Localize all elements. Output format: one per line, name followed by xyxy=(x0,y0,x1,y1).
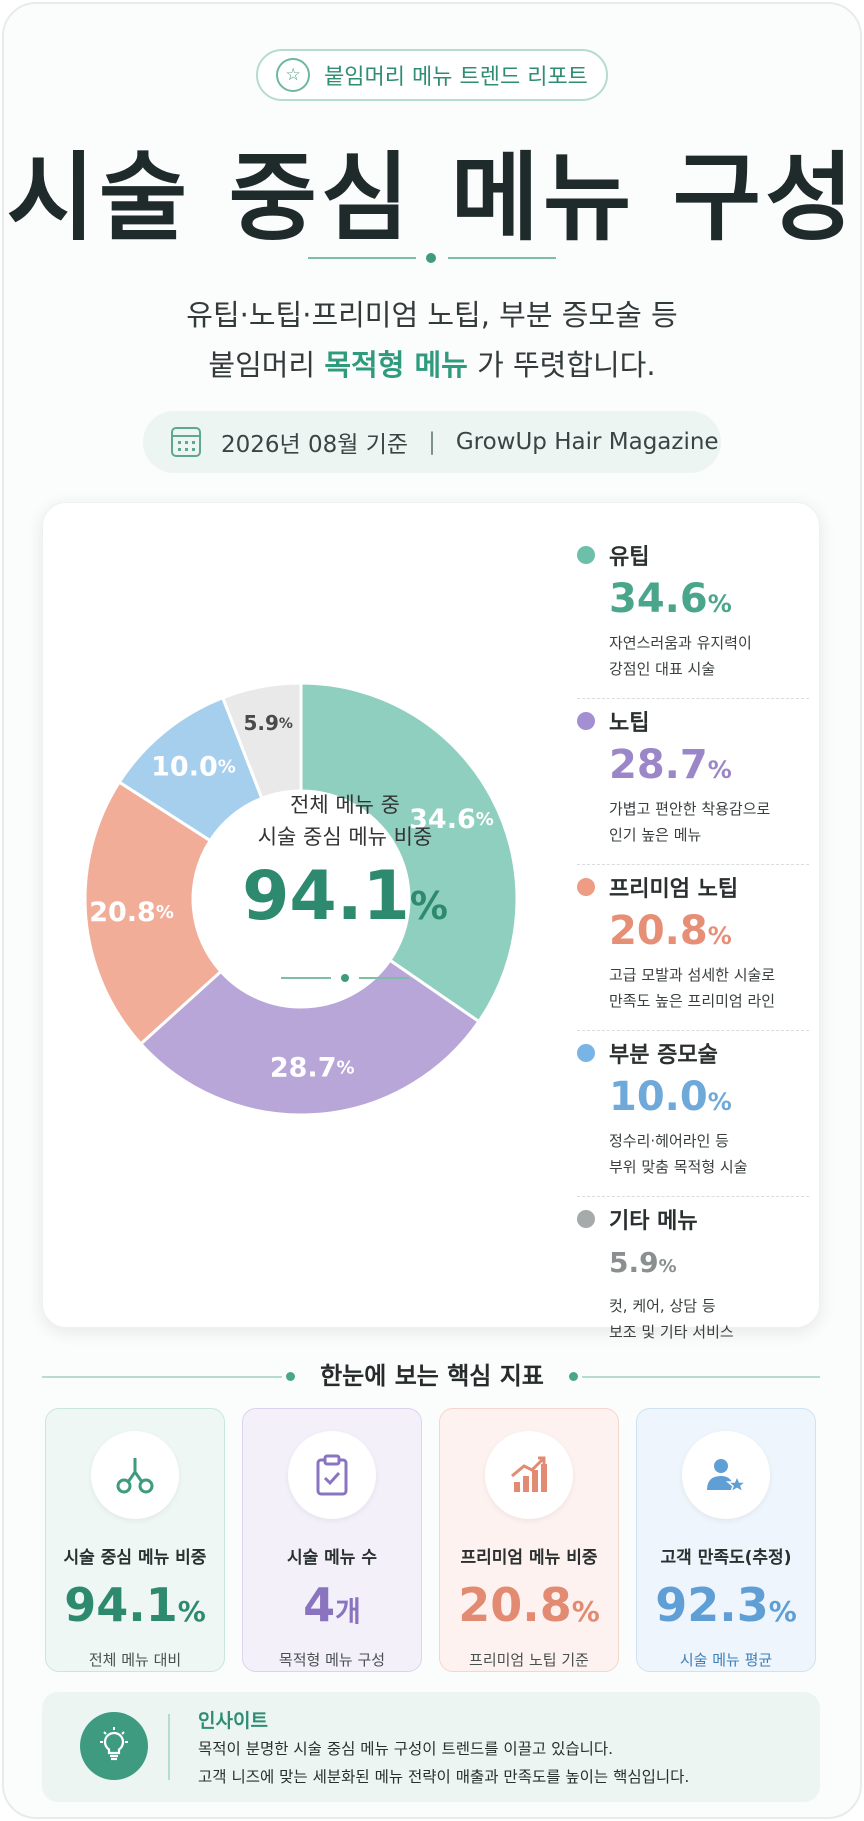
star-icon: ☆ xyxy=(276,58,311,92)
legend-item: 노팁 28.7% 가볍고 편안한 착용감으로 인기 높은 메뉴 xyxy=(577,699,809,865)
pie-slice xyxy=(138,958,481,1117)
metric-card: 시술 중심 메뉴 비중 94.1% 전체 메뉴 대비 xyxy=(45,1408,225,1672)
center-value-unit: % xyxy=(409,884,448,928)
metric-subtext: 시술 메뉴 평균 xyxy=(679,1651,773,1669)
legend-description: 컷, 케어, 상담 등 보조 및 기타 서비스 xyxy=(609,1297,734,1341)
slice-label: 10.0% xyxy=(151,751,236,782)
insight-line-2: 고객 니즈에 맞는 세분화된 메뉴 전략이 매출과 만족도를 높이는 핵심입니다… xyxy=(198,1768,690,1786)
clipboard-check-icon xyxy=(288,1431,376,1519)
legend-item: 기타 메뉴 5.9% 컷, 케어, 상담 등 보조 및 기타 서비스 xyxy=(577,1197,809,1363)
legend-value: 34.6% xyxy=(609,576,732,622)
legend-label: 유팁 xyxy=(609,545,650,570)
metric-value: 20.8% xyxy=(458,1578,600,1632)
metric-card: 프리미엄 메뉴 비중 20.8% 프리미엄 노팁 기준 xyxy=(439,1408,619,1672)
legend-description: 고급 모발과 섬세한 시술로 만족도 높은 프리미엄 라인 xyxy=(609,966,776,1010)
legend-color-dot xyxy=(577,1044,595,1062)
report-date: 2026년 08월 기준 xyxy=(221,432,409,458)
legend-item: 프리미엄 노팁 20.8% 고급 모발과 섬세한 시술로 만족도 높은 프리미엄 라인 xyxy=(577,865,809,1031)
section-line-right xyxy=(582,1376,820,1378)
donut-center: 전체 메뉴 중 시술 중심 메뉴 비중 94.1% xyxy=(223,789,467,982)
date-source-pill: 2026년 08월 기준 | GrowUp Hair Magazine xyxy=(143,411,721,473)
legend-color-dot xyxy=(577,546,595,564)
metric-label: 고객 만족도(추정) xyxy=(660,1548,792,1568)
section-line-left xyxy=(42,1376,282,1378)
legend-label: 노팁 xyxy=(609,711,650,736)
legend-description: 가볍고 편안한 착용감으로 인기 높은 메뉴 xyxy=(609,800,771,844)
metric-value: 4개 xyxy=(303,1578,361,1632)
legend-head: 노팁 xyxy=(577,703,809,739)
insight-box: 인사이트 목적이 분명한 시술 중심 메뉴 구성이 트렌드를 이끌고 있습니다.… xyxy=(42,1692,820,1802)
legend-head: 유팁 xyxy=(577,537,809,573)
donut-chart: 34.6% 28.7% 20.8% 10.0% 5.9% xyxy=(83,681,519,1117)
legend-value: 10.0% xyxy=(609,1074,732,1120)
title-divider xyxy=(308,250,556,266)
legend-label: 프리미엄 노팁 xyxy=(609,877,739,902)
metric-label: 프리미엄 메뉴 비중 xyxy=(460,1548,598,1568)
insight-title: 인사이트 xyxy=(198,1710,268,1732)
center-value: 94.1% xyxy=(223,857,467,946)
user-star-icon xyxy=(682,1431,770,1519)
section-dot-right xyxy=(569,1372,578,1381)
metric-label: 시술 중심 메뉴 비중 xyxy=(63,1548,207,1568)
legend-color-dot xyxy=(577,878,595,896)
metric-value: 92.3% xyxy=(655,1578,797,1632)
center-value-number: 94.1 xyxy=(242,857,410,936)
subtitle-highlight: 목적형 메뉴 xyxy=(324,348,468,382)
section-dot-left xyxy=(286,1372,295,1381)
subtitle: 유팁·노팁·프리미엄 노팁, 부분 증모술 등 붙임머리 목적형 메뉴 가 뚜렷… xyxy=(0,290,864,390)
growth-chart-icon xyxy=(485,1431,573,1519)
report-badge-label: 붙임머리 메뉴 트렌드 리포트 xyxy=(324,65,588,90)
slice-label: 28.7% xyxy=(270,1052,355,1083)
metric-subtext: 목적형 메뉴 구성 xyxy=(278,1651,386,1669)
subtitle-line-2-post: 가 뚜렷합니다. xyxy=(477,348,656,382)
subtitle-line-2-pre: 붙임머리 xyxy=(208,348,325,382)
legend-color-dot xyxy=(577,712,595,730)
subtitle-line-1: 유팁·노팁·프리미엄 노팁, 부분 증모술 등 xyxy=(186,298,678,332)
subtitle-line-2: 붙임머리 목적형 메뉴 가 뚜렷합니다. xyxy=(0,340,864,390)
center-divider xyxy=(281,973,409,983)
legend-description: 자연스러움과 유지력이 강점인 대표 시술 xyxy=(609,634,752,678)
pie-slice xyxy=(299,681,519,1024)
center-label-2: 시술 중심 메뉴 비중 xyxy=(257,825,433,849)
lightbulb-icon xyxy=(80,1712,148,1780)
calendar-icon xyxy=(171,427,201,457)
metric-subtext: 프리미엄 노팁 기준 xyxy=(469,1651,589,1669)
legend-label: 부분 증모술 xyxy=(609,1043,718,1068)
donut-hole xyxy=(195,793,407,1005)
legend-description: 정수리·헤어라인 등 부위 맞춤 목적형 시술 xyxy=(609,1132,748,1176)
legend-head: 프리미엄 노팁 xyxy=(577,869,809,905)
slice-label: 20.8% xyxy=(89,896,174,927)
legend-head: 부분 증모술 xyxy=(577,1035,809,1071)
legend-item: 유팁 34.6% 자연스러움과 유지력이 강점인 대표 시술 xyxy=(577,533,809,699)
chart-card: 34.6% 28.7% 20.8% 10.0% 5.9% 전체 메뉴 중 시술 중심 메… xyxy=(42,502,820,1341)
center-label-1: 전체 메뉴 중 xyxy=(290,793,400,817)
legend-value: 5.9% xyxy=(609,1246,677,1279)
slice-label: 34.6% xyxy=(409,803,494,834)
legend-color-dot xyxy=(577,1210,595,1228)
insight-line-1: 목적이 분명한 시술 중심 메뉴 구성이 트렌드를 이끌고 있습니다. xyxy=(198,1740,614,1758)
metrics-section-title: 한눈에 보는 핵심 지표 xyxy=(320,1361,544,1390)
page-title: 시술 중심 메뉴 구성 xyxy=(6,141,858,254)
metric-card: 고객 만족도(추정) 92.3% 시술 메뉴 평균 xyxy=(636,1408,816,1672)
legend-label: 기타 메뉴 xyxy=(609,1209,698,1234)
pie-slice xyxy=(220,681,303,801)
legend-value: 28.7% xyxy=(609,742,732,788)
legend-value: 20.8% xyxy=(609,908,732,954)
metric-label: 시술 메뉴 수 xyxy=(286,1548,378,1568)
scissors-icon xyxy=(91,1431,179,1519)
legend-item: 부분 증모술 10.0% 정수리·헤어라인 등 부위 맞춤 목적형 시술 xyxy=(577,1031,809,1197)
legend-head: 기타 메뉴 xyxy=(577,1201,809,1237)
insight-separator xyxy=(168,1714,170,1780)
slice-label: 5.9% xyxy=(243,711,292,735)
separator: | xyxy=(428,429,436,455)
metric-subtext: 전체 메뉴 대비 xyxy=(88,1651,182,1669)
metric-value: 94.1% xyxy=(64,1578,206,1632)
pie-slice xyxy=(83,780,224,1046)
report-source: GrowUp Hair Magazine xyxy=(455,429,719,455)
report-badge: ☆ 붙임머리 메뉴 트렌드 리포트 xyxy=(256,49,608,101)
